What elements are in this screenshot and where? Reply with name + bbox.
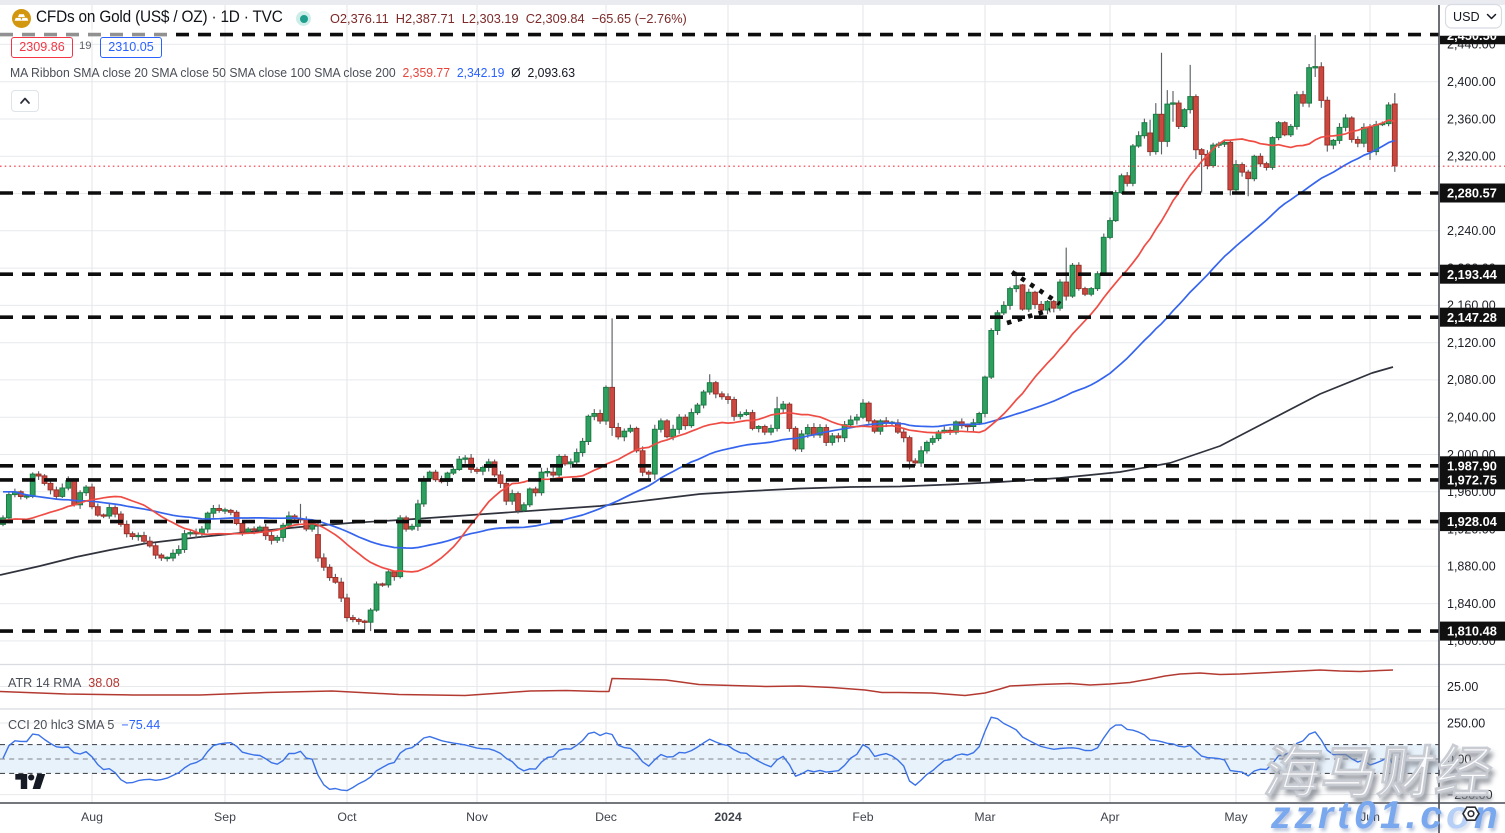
svg-text:2,147.28: 2,147.28 [1447,310,1497,325]
svg-text:Mar: Mar [974,810,995,824]
svg-text:Nov: Nov [466,810,489,824]
svg-text:1,810.48: 1,810.48 [1447,624,1497,639]
svg-text:2,120.00: 2,120.00 [1447,336,1496,350]
svg-text:Jun: Jun [1360,810,1380,824]
svg-text:0.00: 0.00 [1447,752,1471,766]
svg-text:Aug: Aug [81,810,103,824]
svg-text:Dec: Dec [595,810,617,824]
svg-text:1,972.75: 1,972.75 [1447,473,1497,488]
svg-text:2,193.44: 2,193.44 [1447,267,1498,282]
svg-text:2,040.00: 2,040.00 [1447,411,1496,425]
svg-text:2024: 2024 [714,810,742,824]
svg-text:2,080.00: 2,080.00 [1447,373,1496,387]
svg-text:−250.00: −250.00 [1447,788,1493,802]
svg-text:USD: USD [1453,10,1480,24]
svg-text:2,320.00: 2,320.00 [1447,150,1496,164]
svg-text:2,240.00: 2,240.00 [1447,224,1496,238]
svg-text:1,987.90: 1,987.90 [1447,458,1497,473]
svg-text:1,840.00: 1,840.00 [1447,597,1496,611]
svg-text:2,280.57: 2,280.57 [1447,186,1497,201]
svg-text:2,400.00: 2,400.00 [1447,75,1496,89]
svg-text:Sep: Sep [214,810,236,824]
svg-text:250.00: 250.00 [1447,716,1485,730]
svg-text:1,880.00: 1,880.00 [1447,560,1496,574]
svg-text:2,450.50: 2,450.50 [1447,28,1497,43]
svg-text:Feb: Feb [852,810,873,824]
svg-text:May: May [1224,810,1248,824]
svg-text:1,928.04: 1,928.04 [1447,514,1498,529]
svg-text:Oct: Oct [337,810,357,824]
svg-text:Apr: Apr [1100,810,1119,824]
svg-text:25.00: 25.00 [1447,680,1478,694]
svg-text:2,360.00: 2,360.00 [1447,112,1496,126]
